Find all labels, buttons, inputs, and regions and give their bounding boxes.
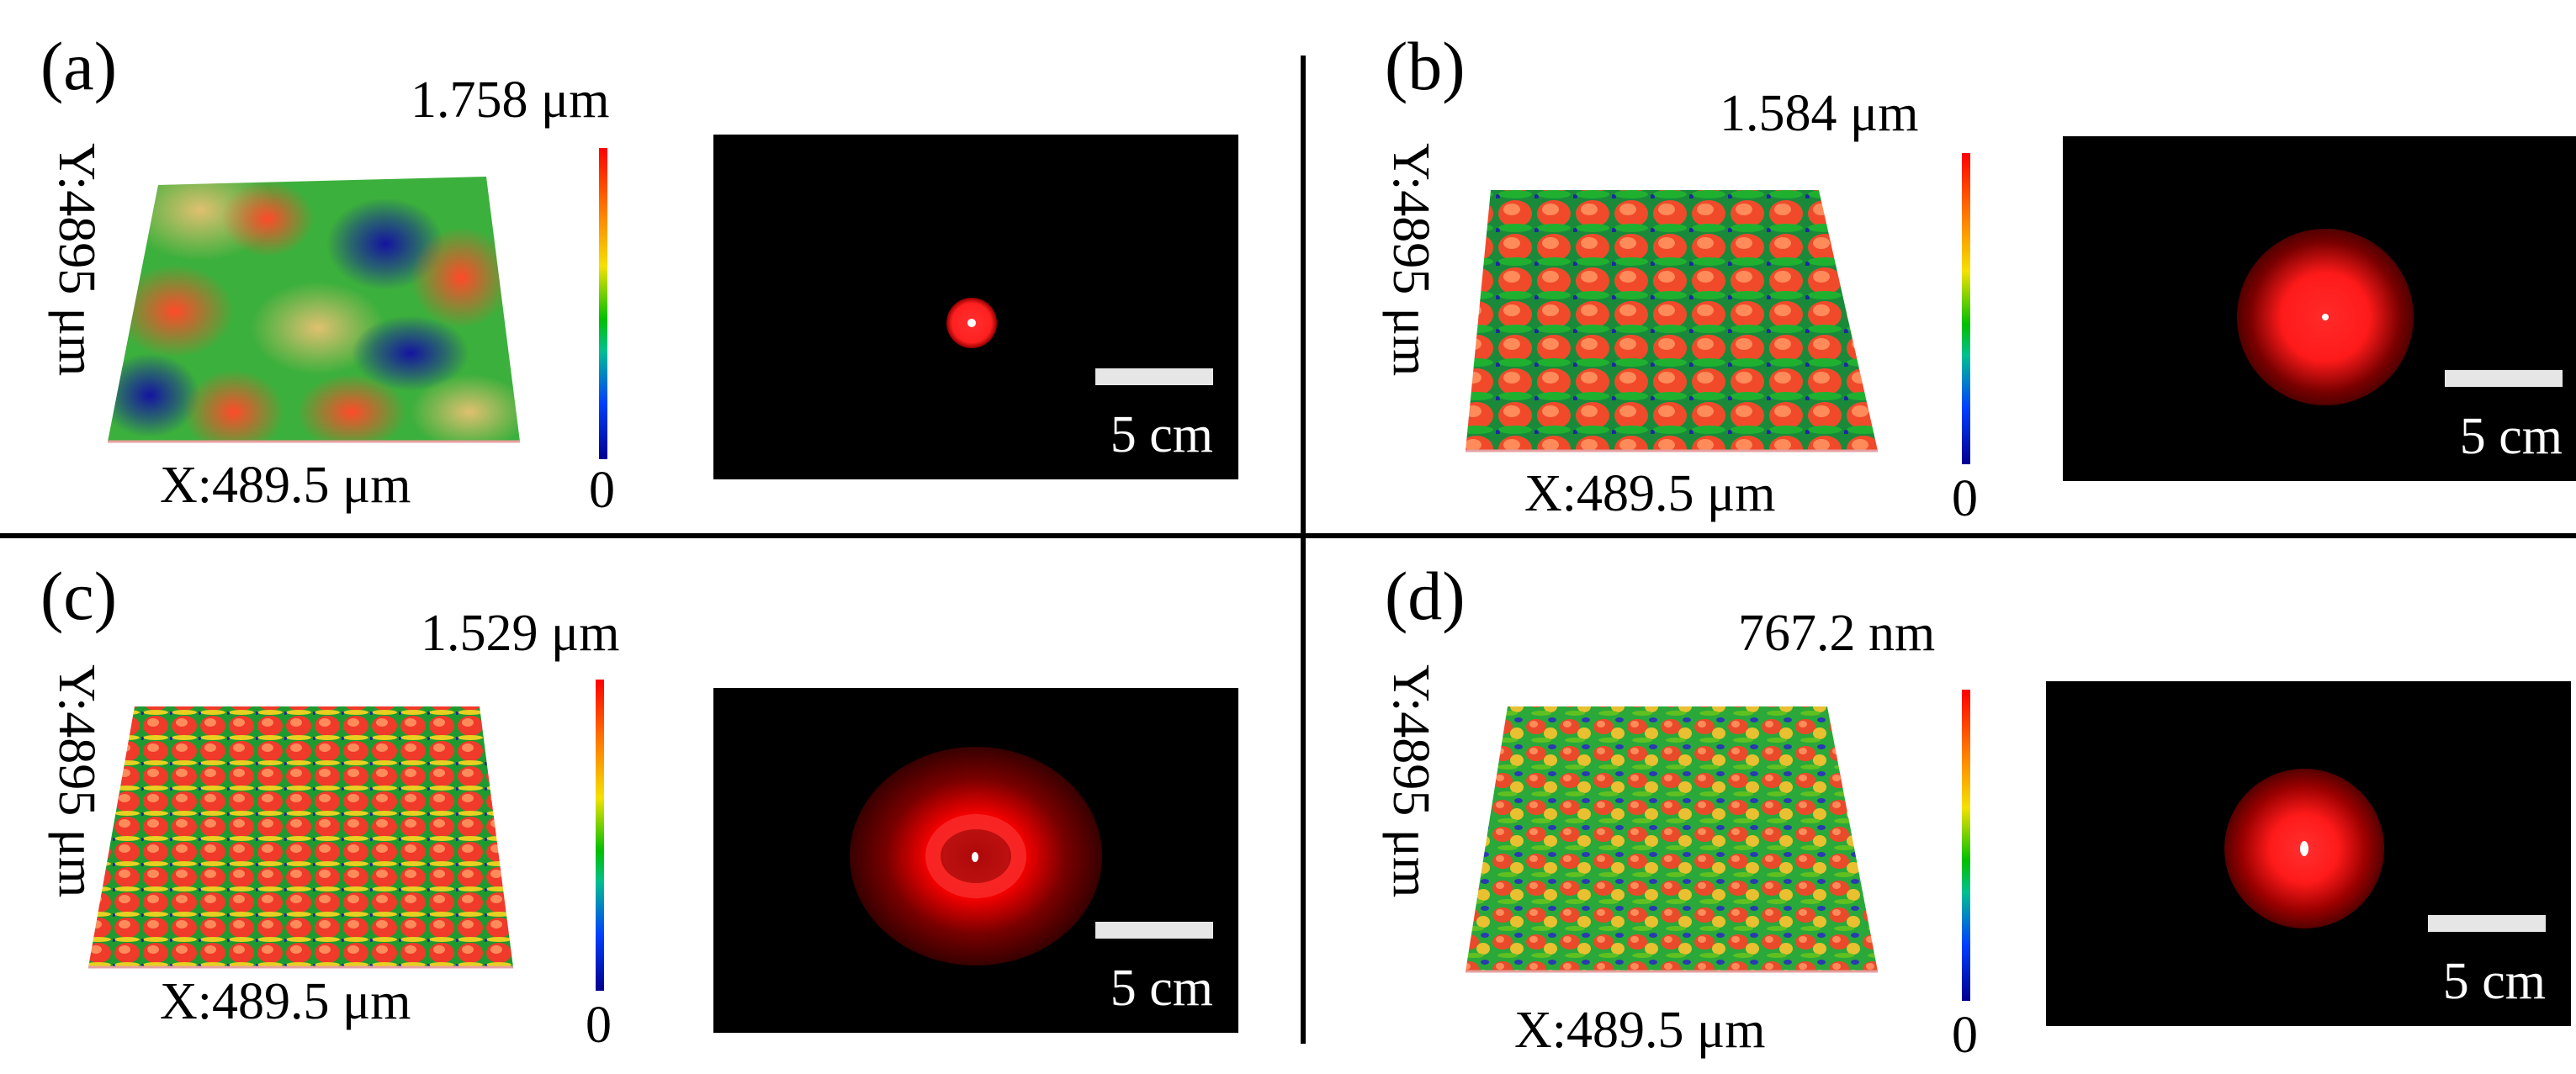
x-axis-label: X:489.5 μm — [160, 457, 411, 514]
colorbar — [1962, 153, 1970, 464]
scale-bar-label: 5 cm — [2459, 408, 2563, 465]
specular-spot — [967, 319, 976, 327]
scale-bar — [1095, 368, 1213, 385]
specular-spot — [2322, 314, 2329, 320]
colorbar-max-label: 1.529 μm — [421, 605, 620, 662]
colorbar-min-label: 0 — [1952, 1007, 1978, 1064]
x-axis-label: X:489.5 μm — [1524, 465, 1776, 522]
y-axis-label: Y:4895 μm — [1382, 143, 1439, 377]
colorbar-min-label: 0 — [589, 462, 615, 519]
colorbar — [1962, 690, 1970, 1001]
panel-label: (a) — [40, 28, 118, 104]
surface-topography-map — [88, 706, 513, 969]
surface-topography-map — [108, 177, 520, 443]
colorbar-max-label: 767.2 nm — [1738, 605, 1936, 662]
scale-bar — [1095, 922, 1213, 939]
scattering-pattern-image: 5 cm — [713, 135, 1238, 479]
x-axis-label: X:489.5 μm — [160, 973, 411, 1030]
scale-bar — [2445, 370, 2563, 387]
vertical-divider — [1301, 56, 1306, 1044]
panel-b: (b) Y:4895 μm X:489.5 μm 1.584 μm 0 5 cm — [1306, 0, 2576, 536]
colorbar-min-label: 0 — [1952, 470, 1978, 527]
colorbar — [596, 680, 604, 991]
scale-bar-label: 5 cm — [2442, 953, 2546, 1010]
panel-a: (a) Y:4895 μm X:489.5 μm 1.758 μm 0 — [0, 0, 1288, 536]
panel-label: (b) — [1385, 28, 1466, 104]
specular-spot — [2300, 841, 2308, 856]
colorbar-max-label: 1.584 μm — [1720, 85, 1919, 142]
surface-topography-map — [1466, 190, 1878, 452]
panel-d: (d) Y:4895 μm X:489.5 μm 767.2 nm 0 5 cm — [1306, 538, 2576, 1074]
scattering-pattern-image: 5 cm — [2063, 136, 2576, 481]
horizontal-divider — [0, 533, 2576, 538]
scale-bar-label: 5 cm — [1110, 960, 1213, 1017]
colorbar — [599, 148, 607, 459]
specular-spot — [972, 852, 978, 862]
panel-c: (c) Y:4895 μm X:489.5 μm 1.529 μm 0 5 cm — [0, 538, 1288, 1074]
panel-label: (c) — [40, 558, 118, 634]
colorbar-min-label: 0 — [586, 997, 612, 1054]
y-axis-label: Y:4895 μm — [48, 143, 105, 377]
scattering-pattern-image: 5 cm — [713, 688, 1238, 1033]
scale-bar-label: 5 cm — [1110, 406, 1213, 463]
x-axis-label: X:489.5 μm — [1514, 1002, 1766, 1059]
panel-label: (d) — [1385, 558, 1466, 634]
scale-bar — [2428, 915, 2546, 932]
colorbar-max-label: 1.758 μm — [411, 71, 610, 129]
scattering-pattern-image: 5 cm — [2046, 681, 2571, 1026]
y-axis-label: Y:4895 μm — [1382, 664, 1439, 898]
surface-topography-map — [1466, 706, 1878, 973]
